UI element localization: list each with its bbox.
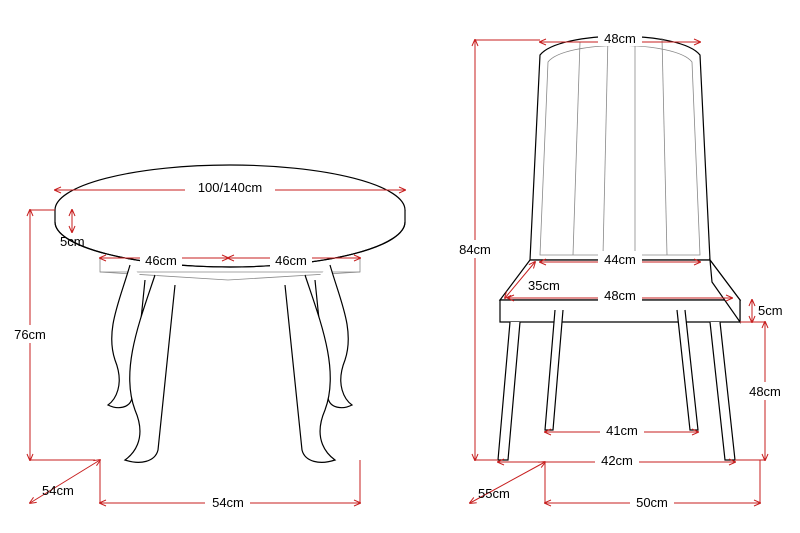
dim-table-frame-l: 46cm (145, 253, 177, 268)
dim-chair-height: 84cm (459, 242, 491, 257)
dim-chair-seat-w: 44cm (604, 252, 636, 267)
dim-chair-back-w: 48cm (604, 31, 636, 46)
dim-chair-42: 42cm (601, 453, 633, 468)
dim-chair-41: 41cm (606, 423, 638, 438)
furniture-diagram: 100/140cm 5cm 46cm 46cm 76cm 54cm 54cm (0, 0, 800, 533)
dim-chair-seat-uw: 48cm (604, 288, 636, 303)
dim-table-edge: 5cm (60, 234, 85, 249)
dim-chair-seat-h: 48cm (749, 384, 781, 399)
dim-table-depth-l: 54cm (42, 483, 74, 498)
dim-table-top-width: 100/140cm (198, 180, 262, 195)
table-drawing (55, 165, 405, 462)
dim-chair-seat-t: 5cm (758, 303, 783, 318)
dim-chair-seat-d: 35cm (528, 278, 560, 293)
dim-chair-50: 50cm (636, 495, 668, 510)
dim-table-height: 76cm (14, 327, 46, 342)
dim-chair-55: 55cm (478, 486, 510, 501)
dim-table-frame-r: 46cm (275, 253, 307, 268)
chair-drawing (498, 36, 740, 460)
dim-table-depth-f: 54cm (212, 495, 244, 510)
